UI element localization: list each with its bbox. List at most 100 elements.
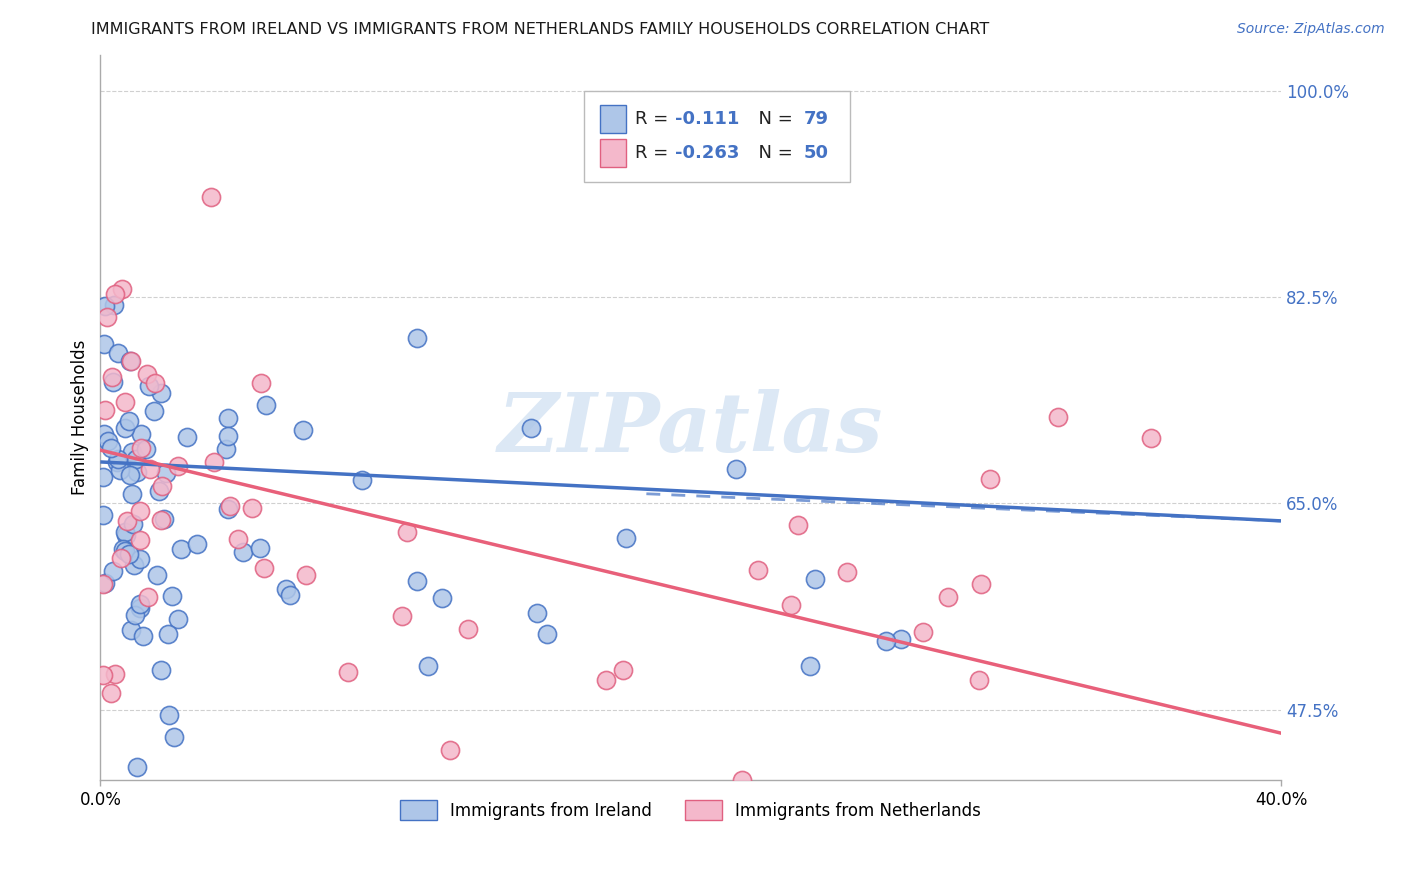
Point [110,463,132,477]
Point [731,773,754,788]
Point [253,561,276,575]
Point [128,551,150,566]
Point [176,429,198,443]
Point [150,664,173,678]
Point [91,470,114,484]
Point [149,513,172,527]
Point [432,591,454,606]
Y-axis label: Family Households: Family Households [72,340,89,495]
Point [787,517,810,532]
Point [217,429,239,443]
Point [91,577,114,591]
Point [93,427,115,442]
Point [94,299,117,313]
Point [96,310,118,325]
Point [156,627,179,641]
Point [134,442,156,456]
Point [912,625,935,640]
Point [101,375,124,389]
Point [118,547,141,561]
Bar [600,139,626,167]
Point [1047,409,1070,424]
Point [278,588,301,602]
Point [890,632,912,647]
Point [167,612,190,626]
Point [149,385,172,400]
Point [352,473,374,487]
Point [405,331,427,345]
Point [457,622,479,636]
Point [93,576,115,591]
Point [138,378,160,392]
Text: N =: N = [748,110,799,128]
Point [107,452,129,467]
Point [200,190,222,204]
Point [835,565,858,579]
Point [405,574,427,589]
Point [163,731,186,745]
Point [91,508,114,523]
Point [114,528,136,542]
Point [105,455,128,469]
Point [217,410,239,425]
Point [135,367,157,381]
Point [170,541,193,556]
Point [747,563,769,577]
Point [167,459,190,474]
Point [131,427,153,442]
Text: R =: R = [636,144,673,162]
Point [1140,431,1163,445]
Bar [600,105,626,133]
Point [614,531,637,545]
Point [120,623,142,637]
Point [127,465,149,479]
Point [111,282,134,296]
Point [121,444,143,458]
Point [110,551,132,566]
Point [128,597,150,611]
Point [121,486,143,500]
Point [101,370,124,384]
Text: ZIPatlas: ZIPatlas [498,389,883,468]
Point [122,558,145,572]
Text: Source: ZipAtlas.com: Source: ZipAtlas.com [1237,22,1385,37]
Point [139,461,162,475]
Point [217,502,239,516]
Point [129,533,152,547]
Point [391,608,413,623]
Point [124,608,146,623]
Point [157,707,180,722]
Point [93,336,115,351]
Point [526,606,548,620]
Point [202,455,225,469]
Point [104,287,127,301]
Point [131,629,153,643]
Text: R =: R = [636,110,673,128]
Point [804,572,827,586]
Point [232,545,254,559]
Point [107,346,129,360]
Point [100,442,122,456]
Point [150,479,173,493]
Legend: Immigrants from Ireland, Immigrants from Netherlands: Immigrants from Ireland, Immigrants from… [394,794,988,826]
Point [94,403,117,417]
Point [294,568,316,582]
Point [875,634,897,648]
Point [250,376,273,390]
Point [240,501,263,516]
Point [91,668,114,682]
Point [112,542,135,557]
Text: -0.111: -0.111 [675,110,740,128]
Point [595,673,617,687]
Point [148,484,170,499]
Text: 50: 50 [804,144,830,162]
Point [226,533,249,547]
Point [799,658,821,673]
Point [249,541,271,556]
Point [215,442,238,457]
Point [145,376,167,390]
Point [100,686,122,700]
Point [103,298,125,312]
Point [936,590,959,604]
Point [967,673,990,687]
